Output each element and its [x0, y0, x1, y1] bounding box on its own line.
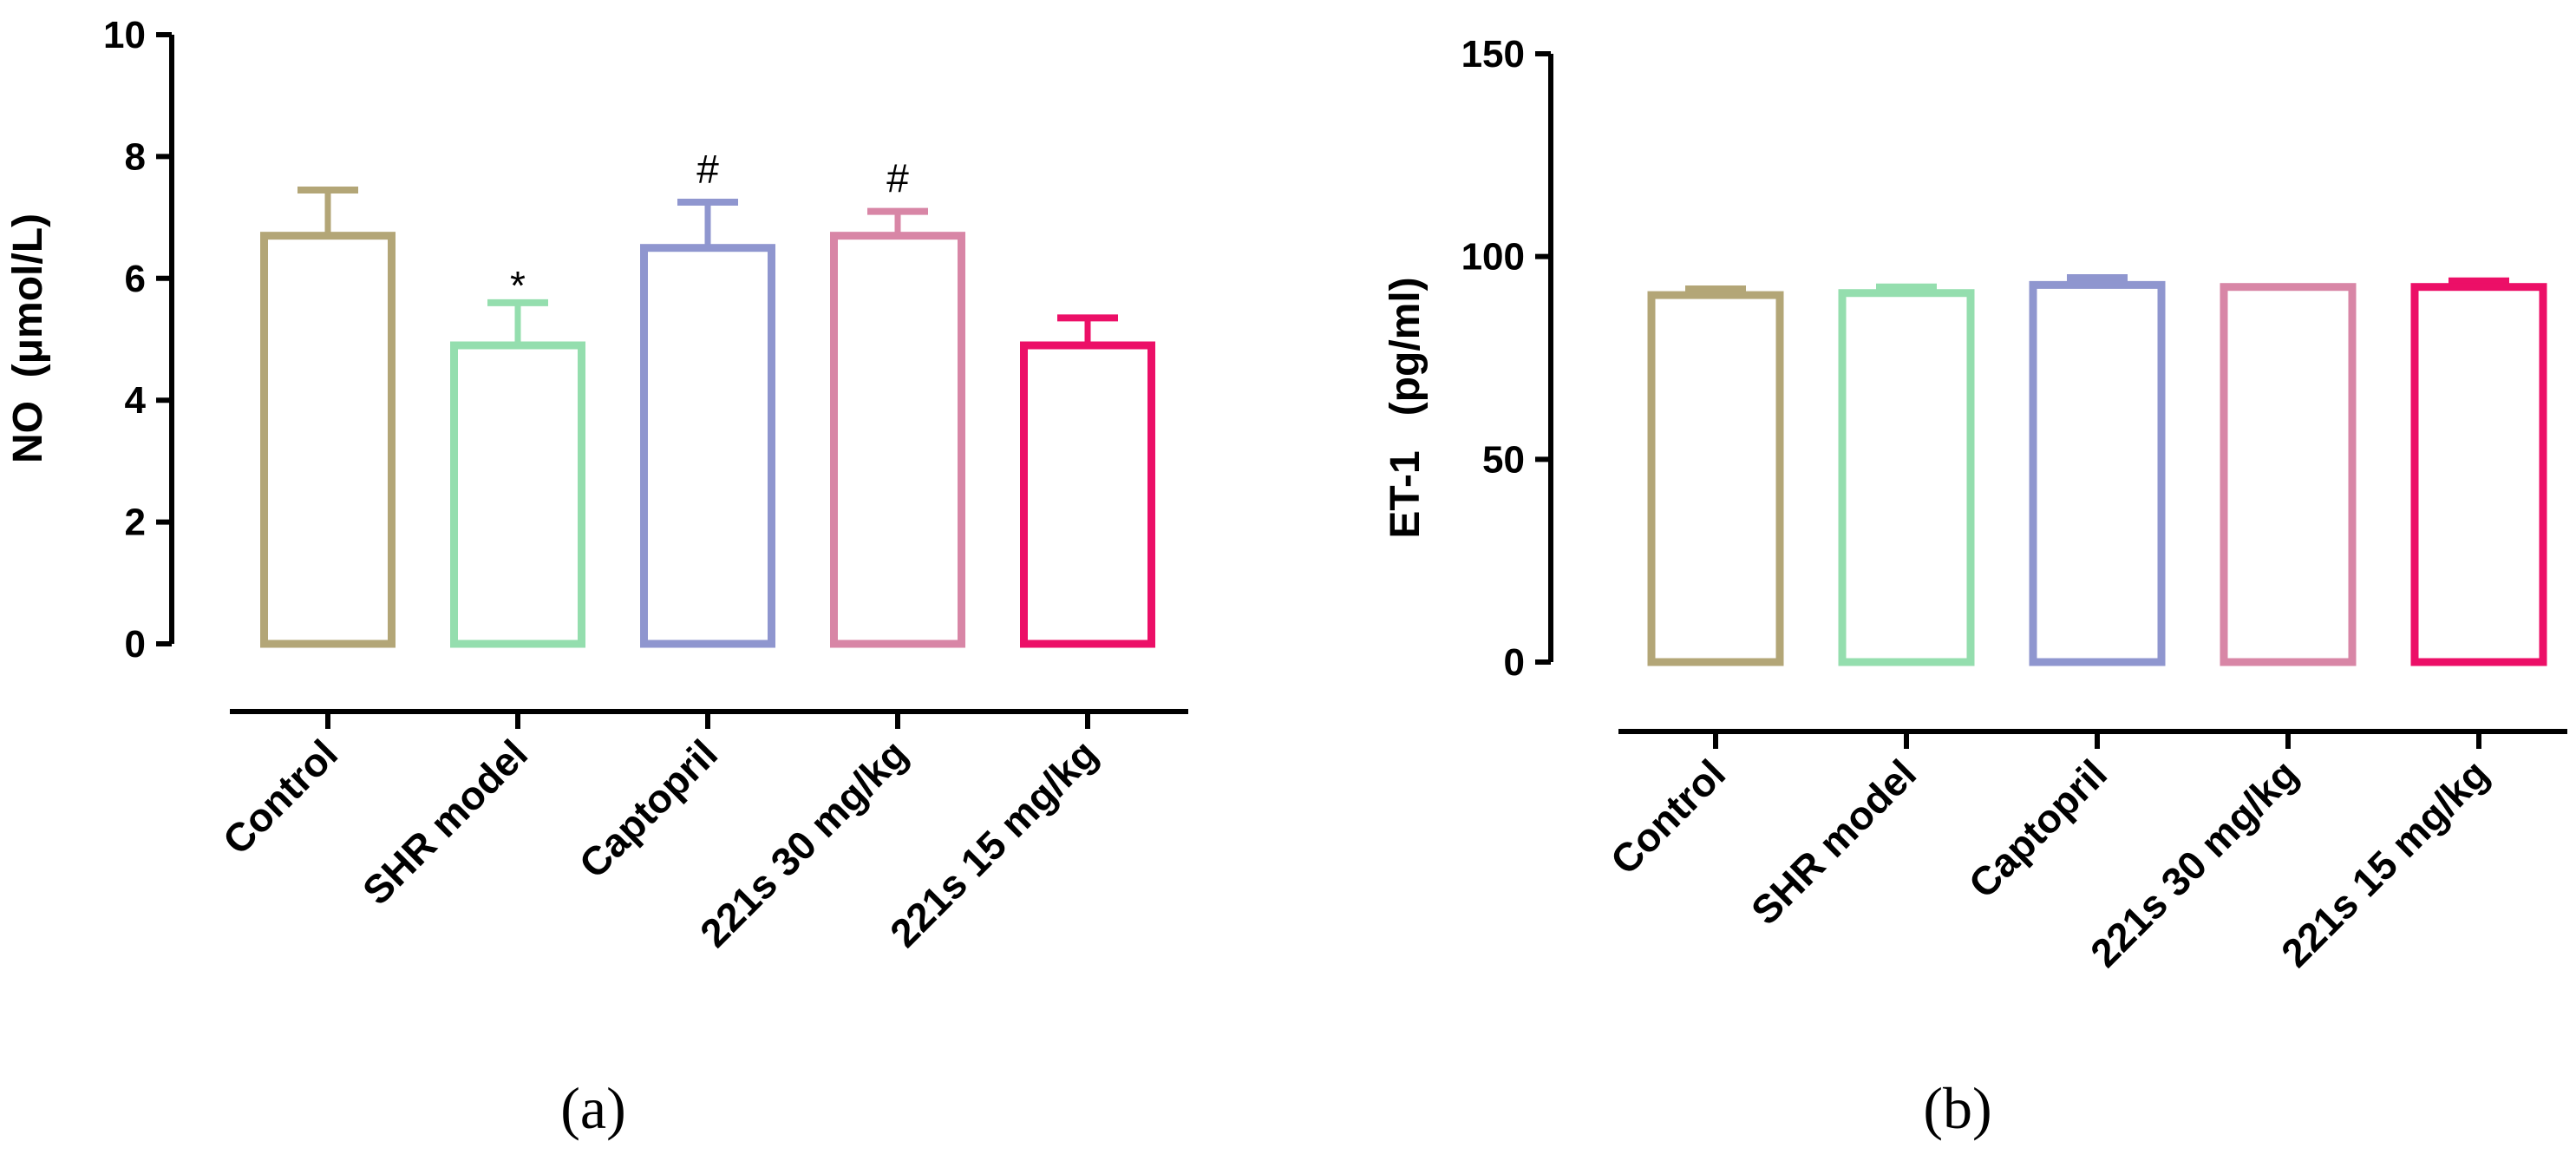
y-tick-label: 8 [125, 135, 146, 178]
y-tick-label: 100 [1461, 236, 1525, 279]
chart-panel-a: 0 2 4 6 8 10 NO (μmol/L) Control * SHR model # Capt… [5, 14, 1188, 1141]
y-tick-label: 4 [125, 379, 147, 422]
x-category-label: Control [214, 731, 346, 863]
panel-label: (b) [1923, 1075, 1991, 1141]
bar-shr-model [450, 341, 585, 648]
x-category-label: Captopril [1960, 751, 2116, 907]
significance-marker: # [696, 147, 719, 192]
bar-captopril [2029, 280, 2166, 666]
y-tick-label: 0 [125, 623, 146, 666]
bar-captopril [640, 244, 775, 648]
x-category-label: SHR model [354, 731, 536, 913]
x-category-label: 221s 15 mg/kg [2272, 751, 2497, 975]
x-category-label: 221s 15 mg/kg [881, 731, 1106, 955]
x-category-label: 221s 30 mg/kg [2082, 751, 2306, 975]
y-tick-label: 50 [1482, 438, 1525, 481]
y-axis-title: ET-1 (pg/ml) [1383, 277, 1429, 538]
y-axis-title: NO (μmol/L) [5, 213, 51, 463]
bar-221s-15-mg-kg [2410, 283, 2547, 666]
bar-shr-model [1838, 289, 1975, 666]
bar-221s-15-mg-kg [1020, 341, 1155, 648]
y-tick-label: 10 [103, 14, 146, 56]
panel-label: (a) [560, 1075, 625, 1141]
y-tick-label: 2 [125, 502, 146, 544]
x-category-label: SHR model [1742, 751, 1925, 933]
x-category-label: Captopril [571, 731, 727, 887]
bar-221s-30-mg-kg [2220, 283, 2357, 666]
x-category-label: Control [1602, 751, 1734, 882]
bar-221s-30-mg-kg [830, 232, 965, 648]
bar-control [260, 232, 396, 648]
significance-marker: * [510, 263, 526, 308]
chart-panel-b: 0 50 100 150 ET-1 (pg/ml) Control SHR model Cap… [1383, 33, 2567, 1141]
y-tick-label: 0 [1504, 641, 1525, 684]
bar-control [1647, 291, 1784, 666]
significance-marker: # [886, 156, 909, 201]
y-tick-label: 150 [1461, 33, 1525, 75]
y-tick-label: 6 [125, 258, 146, 300]
